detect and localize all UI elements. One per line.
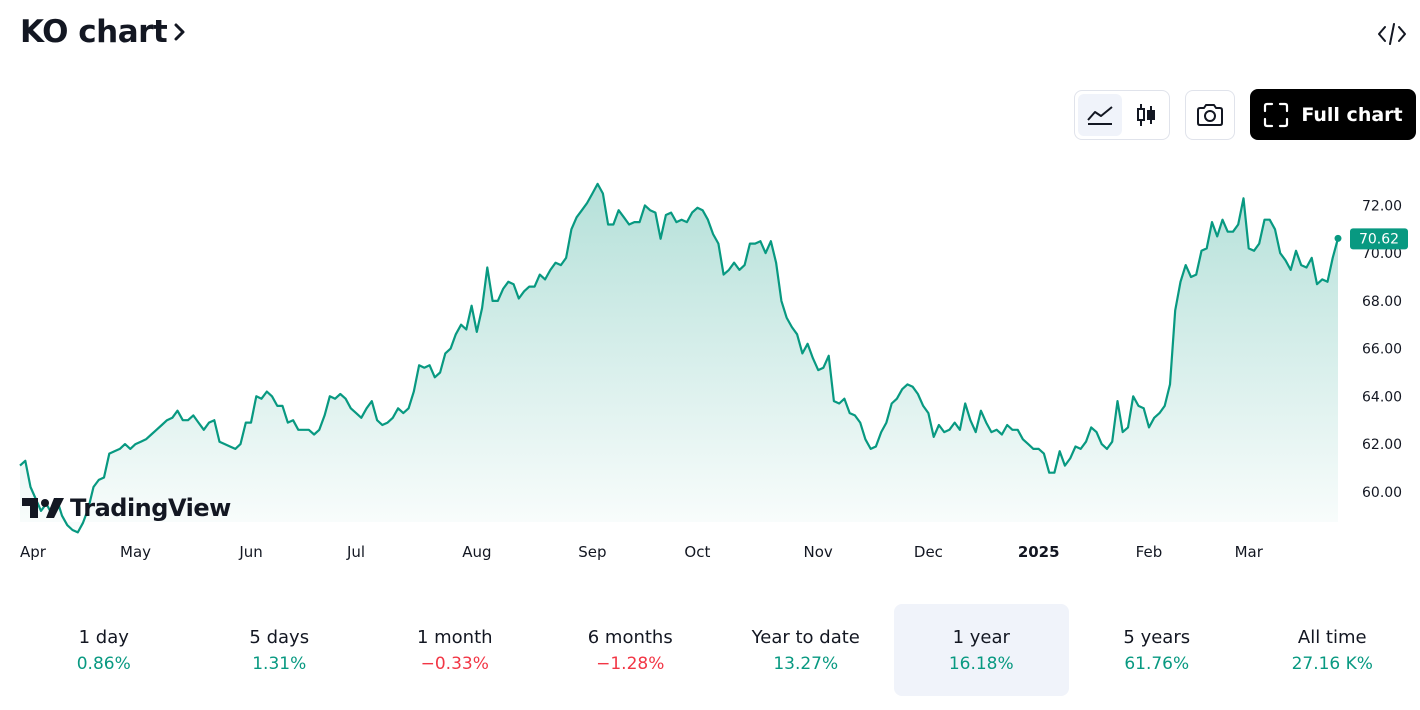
last-price-tag: 70.62 [1350,228,1408,250]
period-change: 1.31% [252,653,307,674]
period-label: 5 years [1123,626,1191,648]
period-change: 61.76% [1124,653,1190,674]
period-change: 0.86% [76,653,131,674]
y-tick-label: 72.00 [1362,198,1402,214]
y-tick-label: 64.00 [1362,389,1402,405]
period-tab[interactable]: 1 year 16.18% [893,604,1069,696]
period-tab[interactable]: All time 27.16 K% [1245,604,1420,696]
price-area-fill [20,183,1338,533]
period-tab[interactable]: 5 years 61.76% [1069,604,1245,696]
x-tick-label: Nov [804,543,833,561]
chart-title: KO chart [20,14,168,50]
y-tick-label: 66.00 [1362,342,1402,358]
period-label: Year to date [751,626,860,648]
chevron-right-icon [174,23,185,41]
area-chart-icon [1087,106,1113,125]
y-tick-label: 62.00 [1362,437,1402,453]
x-tick-label: Sep [578,543,606,561]
full-chart-button[interactable]: Full chart [1250,89,1416,140]
x-tick-label: Jul [346,543,365,561]
x-tick-label: Oct [684,543,710,561]
chart-title-link[interactable]: KO chart [20,14,187,50]
period-tab[interactable]: 1 day 0.86% [16,604,192,696]
y-tick-label: 60.00 [1362,485,1402,501]
x-tick-label: 2025 [1018,543,1060,561]
tradingview-logo: TradingView [22,494,231,522]
line-chart-button[interactable] [1078,94,1122,136]
x-tick-label: Feb [1136,543,1163,561]
snapshot-button[interactable] [1185,90,1235,140]
period-label: 5 days [249,626,310,648]
x-tick-label: Dec [914,543,943,561]
price-chart[interactable]: 72.00 70.00 68.00 66.00 64.00 62.00 60.00 70.6… [0,150,1420,570]
period-label: 1 year [952,626,1010,648]
period-label: All time [1297,626,1367,648]
x-tick-label: Mar [1235,543,1264,561]
x-tick-label: Jun [238,543,262,561]
period-tab[interactable]: 6 months −1.28% [543,604,719,696]
y-tick-label: 68.00 [1362,294,1402,310]
x-tick-label: May [120,543,151,561]
period-tab[interactable]: 5 days 1.31% [192,604,368,696]
last-price-dot [1334,234,1342,242]
chart-style-toggle [1074,90,1170,140]
period-selector: 1 day 0.86% 5 days 1.31% 1 month −0.33% 6 mont… [16,604,1420,696]
last-price-label: 70.62 [1359,231,1399,247]
period-label: 1 day [78,626,129,648]
period-change: −0.33% [420,653,489,674]
period-change: 13.27% [773,653,839,674]
period-change: 16.18% [948,653,1014,674]
x-tick-label: Aug [462,543,491,561]
code-embed-icon [1378,23,1406,45]
fullscreen-icon [1264,102,1289,127]
logo-text: TradingView [70,494,231,522]
period-change: 27.16 K% [1291,653,1373,674]
x-tick-label: Apr [20,543,47,561]
embed-code-button[interactable] [1376,18,1408,50]
period-label: 6 months [587,626,673,648]
full-chart-label: Full chart [1301,103,1403,126]
candle-chart-button[interactable] [1124,94,1168,136]
camera-icon [1197,104,1223,126]
period-change: −1.28% [596,653,665,674]
price-line [19,182,1340,534]
period-label: 1 month [416,626,493,648]
period-tab[interactable]: 1 month −0.33% [367,604,543,696]
tradingview-mark-icon [22,498,64,518]
candlestick-icon [1137,104,1155,126]
y-tick-label: 70.00 [1362,246,1402,262]
period-tab[interactable]: Year to date 13.27% [718,604,894,696]
